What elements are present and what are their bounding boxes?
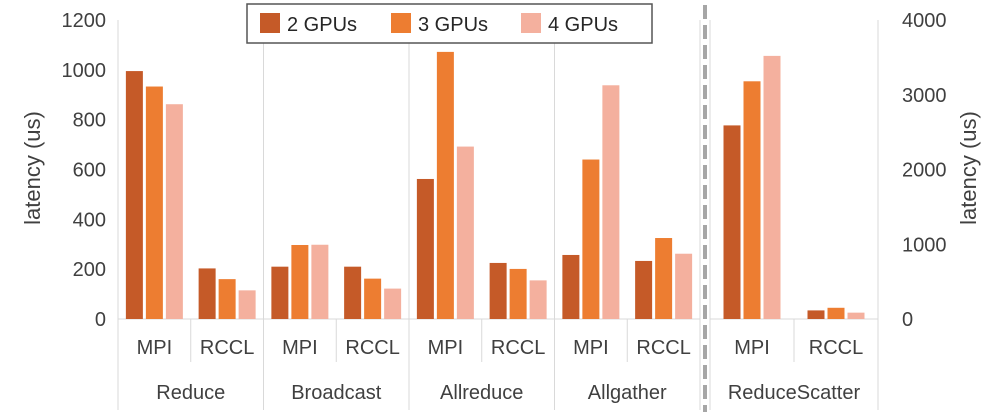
x-tick-label-mpi: MPI — [573, 337, 609, 359]
bar-2-gpus-mpi — [416, 178, 434, 319]
left-y-axis-title: latency (us) — [20, 111, 45, 225]
x-tick-label-mpi: MPI — [282, 337, 318, 359]
bar-3-gpus-mpi — [582, 159, 600, 319]
bars-layer — [125, 51, 865, 320]
y-tick-label-right: 1000 — [902, 234, 947, 256]
y-tick-label-left: 400 — [73, 209, 106, 231]
bar-4-gpus-rccl — [847, 312, 865, 319]
x-tick-label-rccl: RCCL — [636, 337, 690, 359]
bar-4-gpus-mpi — [311, 244, 329, 319]
bar-4-gpus-rccl — [238, 290, 256, 319]
group-label-reduce: Reduce — [156, 382, 225, 404]
bar-2-gpus-rccl — [807, 310, 825, 319]
bar-3-gpus-rccl — [218, 279, 236, 319]
bar-2-gpus-mpi — [562, 254, 580, 319]
bar-4-gpus-rccl — [384, 288, 402, 319]
bar-2-gpus-rccl — [489, 262, 507, 319]
bar-4-gpus-rccl — [529, 280, 547, 319]
bar-3-gpus-rccl — [509, 268, 527, 319]
bar-3-gpus-mpi — [291, 244, 309, 319]
bar-3-gpus-rccl — [364, 278, 382, 319]
bar-4-gpus-mpi — [763, 55, 781, 319]
bar-2-gpus-rccl — [635, 260, 653, 319]
legend-swatch-3-gpus — [391, 13, 411, 33]
y-tick-label-left: 200 — [73, 259, 106, 281]
x-tick-label-rccl: RCCL — [491, 337, 545, 359]
legend-label-2-gpus: 2 GPUs — [287, 14, 357, 36]
bar-3-gpus-mpi — [743, 81, 761, 319]
x-tick-label-mpi: MPI — [137, 337, 173, 359]
group-label-broadcast: Broadcast — [291, 382, 381, 404]
x-tick-label-rccl: RCCL — [809, 337, 863, 359]
right-y-axis-title: latency (us) — [956, 111, 981, 225]
y-tick-label-right: 3000 — [902, 85, 947, 107]
bar-4-gpus-rccl — [675, 253, 693, 319]
bar-3-gpus-mpi — [436, 51, 454, 319]
y-tick-label-left: 0 — [95, 309, 106, 331]
bar-4-gpus-mpi — [165, 104, 183, 320]
bar-2-gpus-rccl — [198, 268, 216, 319]
legend-swatch-4-gpus — [521, 13, 541, 33]
legend-label-4-gpus: 4 GPUs — [548, 14, 618, 36]
legend: 2 GPUs 3 GPUs 4 GPUs — [246, 3, 653, 44]
bar-3-gpus-rccl — [827, 307, 845, 319]
y-tick-label-right: 0 — [902, 309, 913, 331]
bar-3-gpus-rccl — [655, 238, 673, 319]
legend-label-3-gpus: 3 GPUs — [418, 14, 488, 36]
x-tick-label-mpi: MPI — [428, 337, 464, 359]
y-tick-label-left: 1000 — [62, 60, 107, 82]
group-label-reducescatter: ReduceScatter — [728, 382, 861, 404]
group-label-allgather: Allgather — [588, 382, 667, 404]
legend-frame — [246, 3, 653, 44]
legend-swatch-2-gpus — [260, 13, 280, 33]
bar-2-gpus-mpi — [271, 266, 289, 319]
x-tick-label-rccl: RCCL — [345, 337, 399, 359]
group-label-allreduce: Allreduce — [440, 382, 523, 404]
x-tick-label-mpi: MPI — [734, 337, 770, 359]
bar-2-gpus-mpi — [125, 71, 143, 320]
bar-3-gpus-mpi — [145, 86, 163, 319]
y-tick-label-right: 4000 — [902, 10, 947, 32]
y-tick-label-left: 600 — [73, 160, 106, 182]
bar-2-gpus-mpi — [723, 125, 741, 320]
bar-4-gpus-mpi — [602, 85, 620, 319]
x-tick-label-rccl: RCCL — [200, 337, 254, 359]
bar-2-gpus-rccl — [344, 266, 362, 319]
y-tick-label-left: 800 — [73, 110, 106, 132]
y-tick-label-right: 2000 — [902, 160, 947, 182]
bar-4-gpus-mpi — [456, 146, 474, 319]
y-tick-label-left: 1200 — [62, 10, 107, 32]
labels-layer: 0 200 400 600 800 1000 1200 MPI RCCL MPI RCCL MPI RC… — [62, 10, 947, 404]
